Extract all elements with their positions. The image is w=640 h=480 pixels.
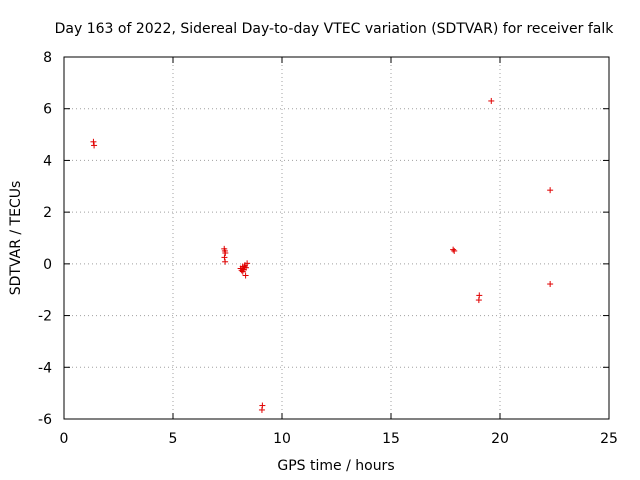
- data-point-0-18: [258, 406, 265, 413]
- x-tick-label-20: 20: [491, 431, 509, 447]
- x-axis-label: GPS time / hours: [277, 458, 394, 474]
- data-point-0-20: [451, 247, 458, 254]
- data-point-0-5: [221, 254, 228, 261]
- axis-ticks: 0 5 10 15 20 25 -6 -4 -2 0 2 4 6 8: [38, 50, 618, 447]
- data-point-0-6: [222, 258, 229, 265]
- data-point-0-13: [244, 260, 251, 267]
- x-tick-label-5: 5: [169, 431, 178, 447]
- data-point-0-19: [450, 246, 457, 253]
- data-point-0-0: [90, 138, 97, 145]
- data-point-0-24: [547, 187, 554, 194]
- y-tick-label-6: 6: [43, 102, 52, 118]
- y-tick-label--2: -2: [38, 309, 52, 325]
- x-tick-label-25: 25: [600, 431, 618, 447]
- data-points: [90, 97, 554, 413]
- grid-lines: [64, 57, 609, 419]
- y-tick-label--6: -6: [38, 412, 52, 428]
- data-point-0-16: [241, 263, 248, 270]
- y-tick-label-8: 8: [43, 50, 52, 66]
- plot-frame: [63, 56, 610, 420]
- data-point-0-4: [222, 249, 229, 256]
- y-axis-label: SDTVAR / TECUs: [8, 181, 24, 296]
- data-point-0-22: [475, 297, 482, 304]
- data-point-0-15: [239, 268, 246, 275]
- data-point-0-23: [488, 97, 495, 104]
- x-tick-label-10: 10: [273, 431, 291, 447]
- x-tick-label-0: 0: [60, 431, 69, 447]
- x-tick-label-15: 15: [382, 431, 400, 447]
- data-point-0-25: [547, 281, 554, 288]
- chart-title: Day 163 of 2022, Sidereal Day-to-day VTE…: [55, 21, 615, 37]
- data-point-0-1: [91, 142, 98, 149]
- y-tick-label-2: 2: [43, 205, 52, 221]
- y-tick-label-4: 4: [43, 153, 52, 169]
- y-tick-label-0: 0: [43, 257, 52, 273]
- y-tick-label--4: -4: [38, 360, 52, 376]
- data-point-0-14: [242, 272, 249, 279]
